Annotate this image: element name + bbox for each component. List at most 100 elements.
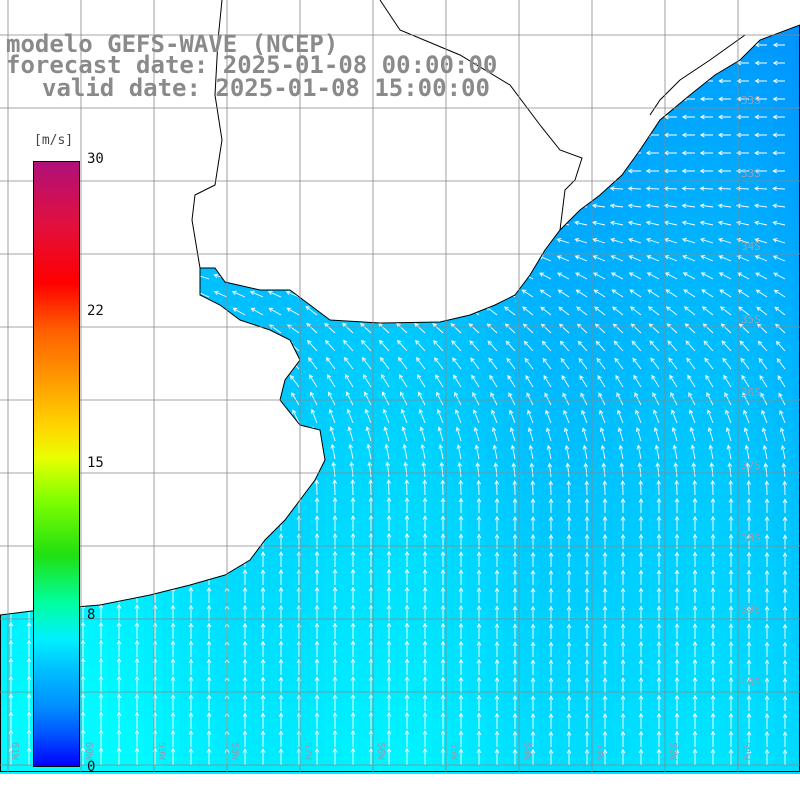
wind-cell: [720, 648, 738, 666]
wind-arrow: [440, 676, 446, 693]
wind-cell: [126, 630, 144, 648]
wind-arrow: [674, 658, 680, 675]
wind-arrow: [360, 339, 372, 352]
wind-cell: [558, 576, 576, 594]
wind-cell: [270, 540, 288, 558]
wind-arrow: [735, 186, 750, 191]
wind-cell: [522, 450, 540, 468]
wind-cell: [612, 720, 630, 738]
wind-arrow: [188, 658, 194, 675]
wind-cell: [648, 342, 666, 360]
wind-cell: [306, 360, 324, 378]
wind-cell: [648, 486, 666, 504]
wind-cell: [792, 540, 800, 558]
wind-arrow: [754, 168, 767, 174]
wind-arrow: [548, 695, 554, 711]
wind-cell: [540, 432, 558, 450]
wind-cell: [306, 594, 324, 612]
wind-cell: [324, 360, 342, 378]
wind-arrow: [386, 604, 392, 621]
wind-cell: [522, 594, 540, 612]
wind-arrow: [692, 730, 698, 747]
wind-cell: [90, 684, 108, 702]
wind-cell: [126, 738, 144, 756]
wind-arrow: [674, 676, 680, 693]
wind-arrow: [710, 569, 716, 585]
wind-cell: [522, 486, 540, 504]
wind-cell: [414, 522, 432, 540]
wind-cell: [558, 396, 576, 414]
wind-cell: [432, 648, 450, 666]
wind-cell: [342, 684, 360, 702]
wind-cell: [540, 540, 558, 558]
wind-cell: [522, 684, 540, 702]
wind-cell: [432, 738, 450, 756]
lagoon-outline: [649, 34, 746, 116]
wind-cell: [342, 612, 360, 630]
wind-cell: [162, 684, 180, 702]
wind-cell: [108, 720, 126, 738]
wind-cell: [468, 540, 486, 558]
wind-arrow: [327, 391, 336, 406]
wind-cell: [306, 378, 324, 396]
wind-cell: [324, 540, 342, 558]
wind-arrow: [404, 694, 410, 711]
wind-arrow: [681, 186, 696, 191]
wind-arrow: [764, 713, 770, 729]
wind-arrow: [314, 640, 320, 657]
wind-arrow: [440, 533, 446, 549]
wind-cell: [594, 720, 612, 738]
wind-cell: [702, 234, 720, 252]
wind-cell: [630, 684, 648, 702]
wind-arrow: [526, 392, 534, 406]
wind-arrow: [26, 746, 32, 765]
wind-arrow: [437, 426, 444, 442]
wind-arrow: [542, 357, 552, 370]
wind-arrow: [710, 748, 716, 765]
wind-arrow: [368, 711, 374, 729]
wind-cell: [234, 666, 252, 684]
wind-cell: [306, 540, 324, 558]
wind-cell: [324, 378, 342, 396]
wind-cell: [504, 702, 522, 720]
wind-arrow: [452, 357, 462, 370]
wind-cell: [630, 504, 648, 522]
wind-arrow: [242, 712, 248, 729]
wind-cell: [792, 288, 800, 306]
wind-cell: [432, 594, 450, 612]
wind-arrow: [206, 658, 212, 675]
wind-arrow: [592, 272, 606, 280]
wind-cell: [90, 612, 108, 630]
wind-arrow: [772, 114, 785, 120]
forecast-date: forecast date: 2025-01-08 00:00:00: [6, 51, 498, 79]
wind-arrow: [458, 730, 464, 747]
wind-arrow: [188, 694, 194, 711]
wind-arrow: [494, 659, 500, 675]
wind-cell: [594, 522, 612, 540]
wind-arrow: [592, 255, 606, 262]
wind-arrow: [764, 587, 770, 603]
wind-cell: [576, 684, 594, 702]
wind-arrow: [386, 479, 392, 496]
wind-cell: [450, 666, 468, 684]
wind-cell: [756, 576, 774, 594]
wind-arrow: [691, 462, 697, 478]
wind-cell: [342, 558, 360, 576]
wind-cell: [216, 648, 234, 666]
wind-arrow: [404, 586, 410, 603]
lon-label: 57W: [302, 742, 313, 761]
wind-arrow: [404, 711, 410, 729]
wind-cell: [720, 342, 738, 360]
wind-arrow: [710, 479, 716, 496]
wind-arrow: [620, 712, 626, 729]
wind-cell: [612, 414, 630, 432]
wind-arrow: [671, 426, 678, 442]
wind-cell: [576, 504, 594, 522]
wind-arrow: [344, 374, 354, 388]
wind-arrow: [692, 605, 698, 621]
wind-cell: [252, 594, 270, 612]
wind-arrow: [260, 748, 266, 765]
wind-cell: [504, 432, 522, 450]
wind-cell: [720, 270, 738, 288]
wind-cell: [324, 594, 342, 612]
